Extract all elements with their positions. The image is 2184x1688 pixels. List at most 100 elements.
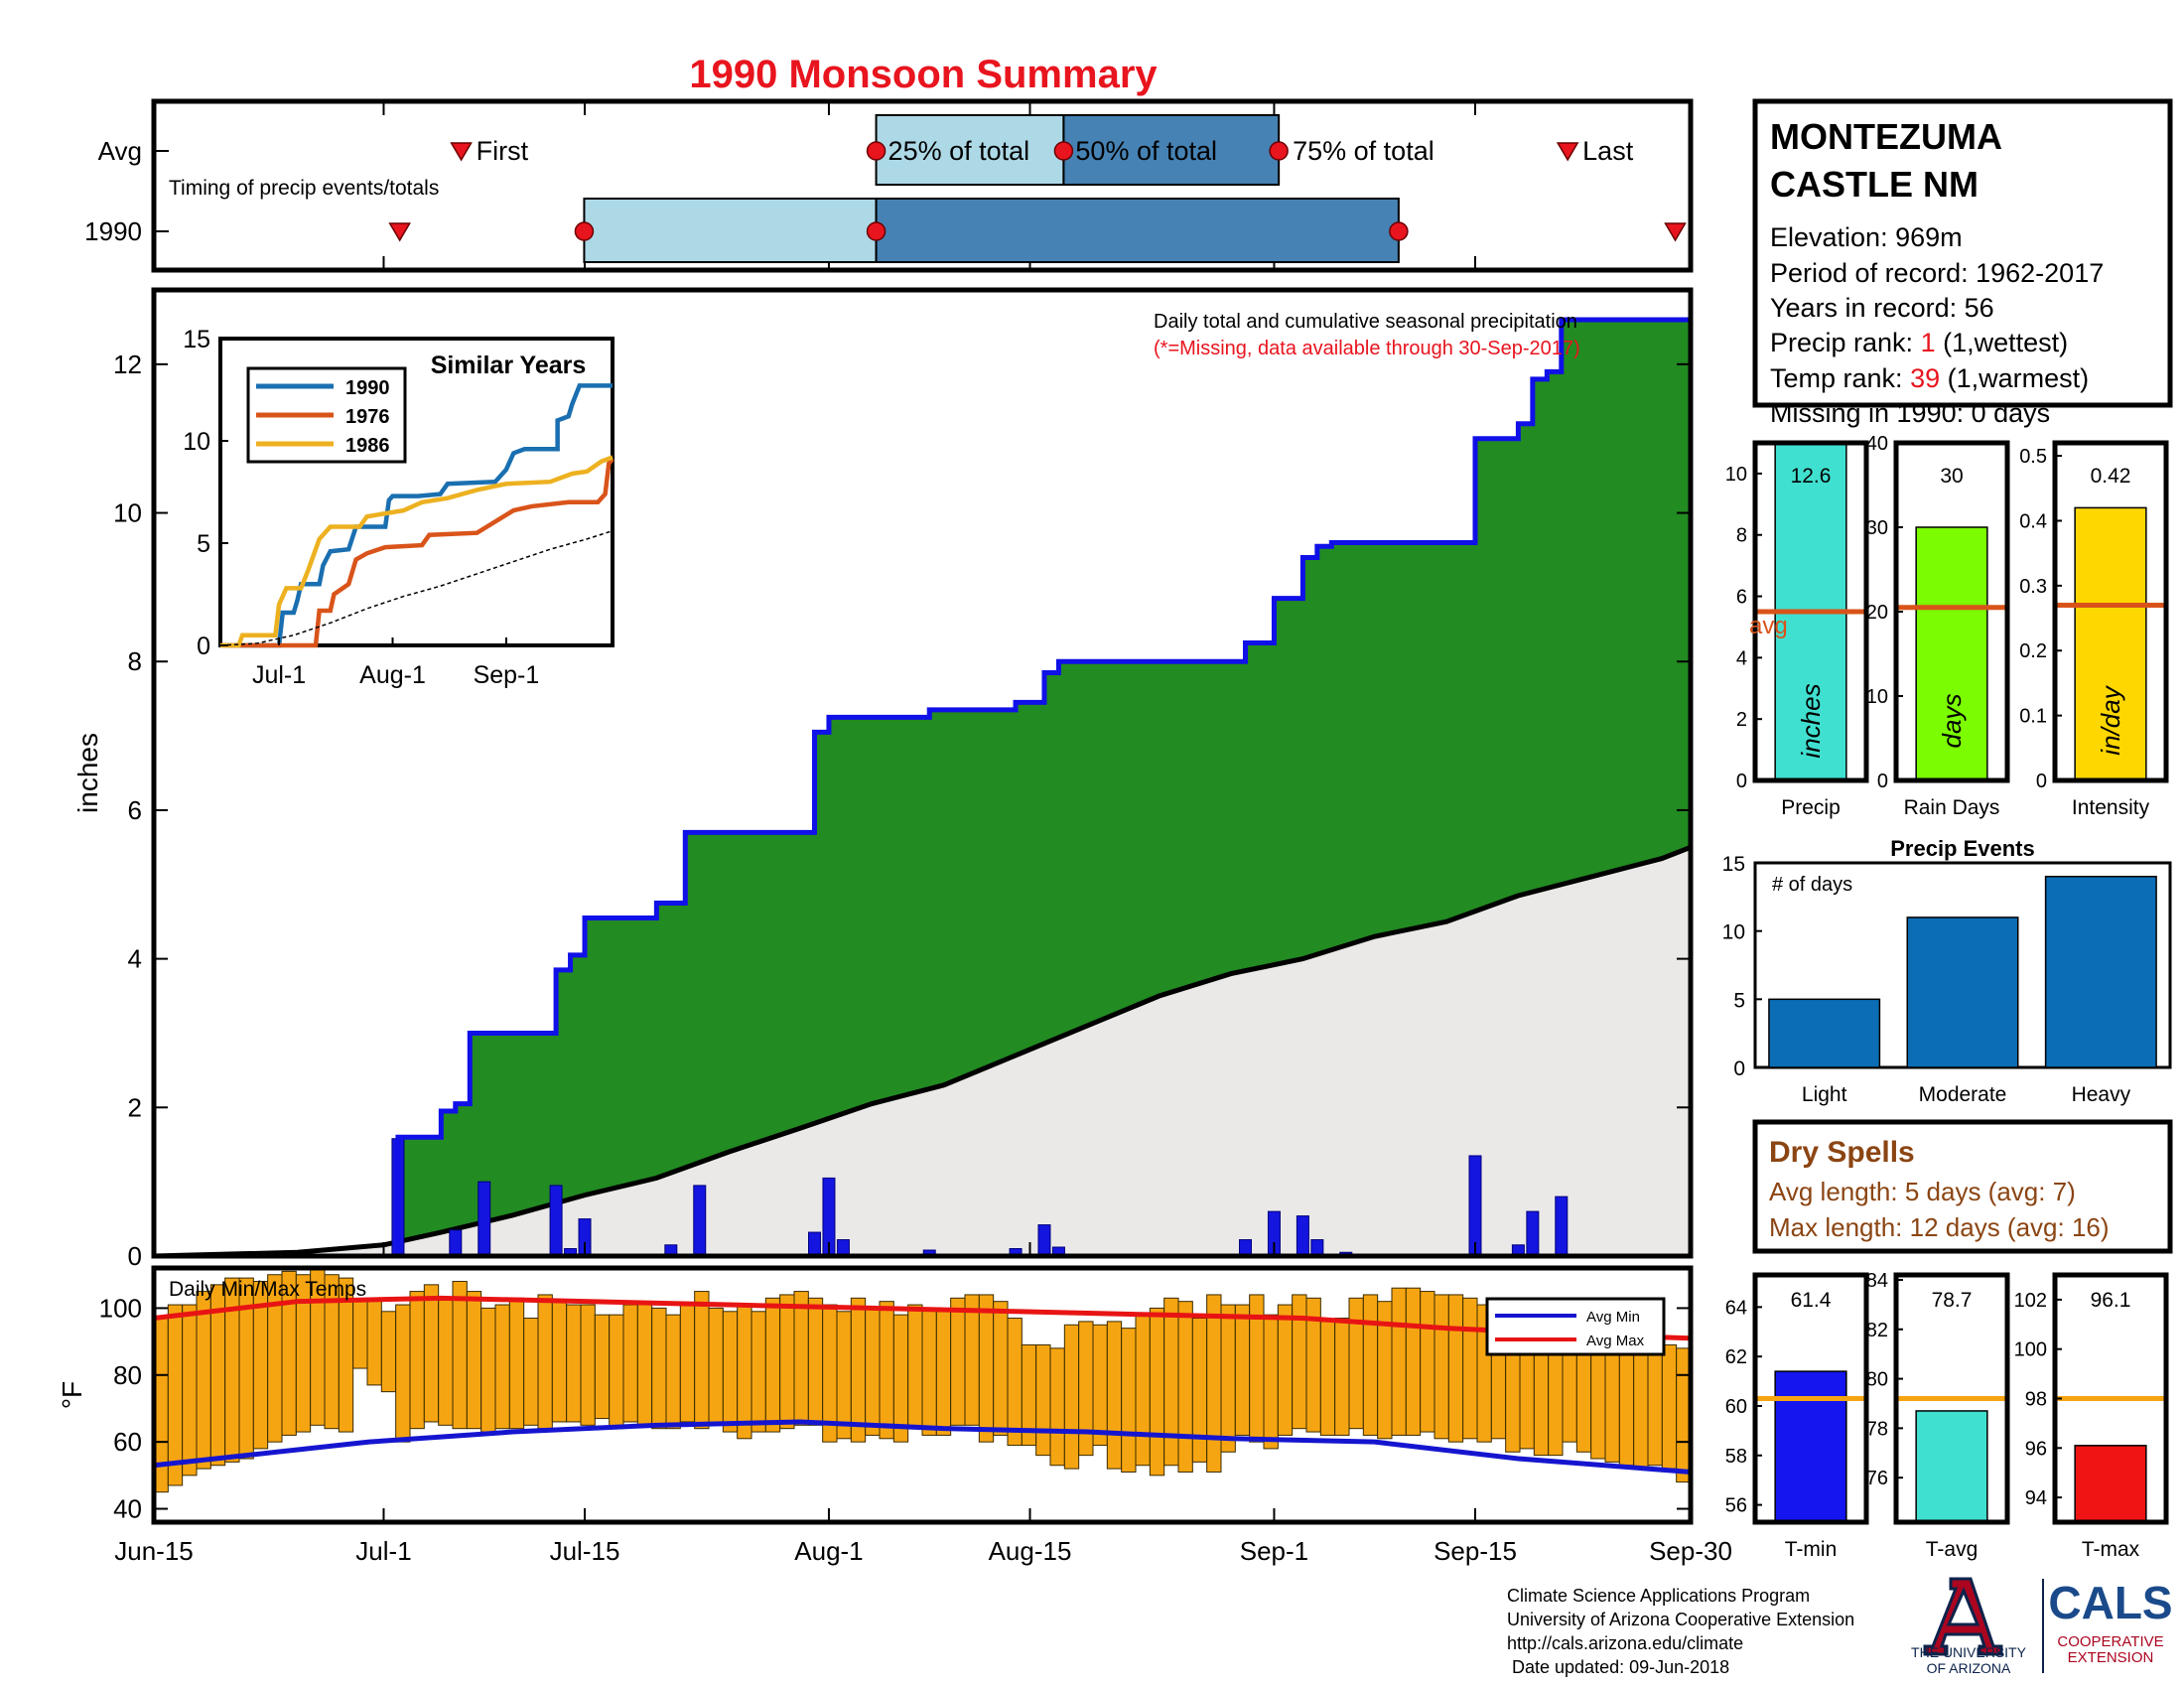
events-category-label: Moderate bbox=[1919, 1083, 2007, 1106]
summary-category-label: Precip bbox=[1781, 796, 1841, 819]
daily-temp-bar bbox=[1106, 1321, 1123, 1470]
daily-temp-bar bbox=[167, 1304, 184, 1486]
summary-y-tick-label: 30 bbox=[1866, 517, 1888, 539]
daily-temp-bar bbox=[508, 1297, 525, 1430]
summary-value-label: 0.42 bbox=[2091, 465, 2131, 488]
footer-credits: Climate Science Applications Program Uni… bbox=[1507, 1586, 1854, 1677]
summary-category-label: Rain Days bbox=[1904, 796, 2000, 819]
inset-x-tick-label: Aug-1 bbox=[359, 661, 426, 689]
timing-box-25-50 bbox=[875, 114, 1065, 186]
daily-temp-bar bbox=[1647, 1340, 1663, 1467]
daily-temp-bar bbox=[1548, 1340, 1564, 1457]
summary-panel-frame bbox=[1752, 440, 1869, 783]
daily-temp-bar bbox=[993, 1301, 1009, 1436]
dry-spells-title: Dry Spells bbox=[1769, 1136, 1915, 1169]
inset-legend-label: 1986 bbox=[345, 435, 390, 457]
timing-marker-last bbox=[1556, 142, 1579, 162]
summary-y-tick-label: 6 bbox=[1736, 587, 1747, 609]
ua-logo-line2: OF ARIZONA bbox=[1927, 1660, 2011, 1676]
precip-y-tick-label: 2 bbox=[128, 1092, 142, 1122]
cumulative-average-line bbox=[153, 845, 1692, 1259]
summary-y-tick-label: 62 bbox=[1725, 1346, 1747, 1368]
daily-temp-bar bbox=[423, 1284, 440, 1423]
dry-spells-max: Max length: 12 days (avg: 16) bbox=[1769, 1212, 2110, 1242]
dry-spells-avg: Avg length: 5 days (avg: 7) bbox=[1769, 1177, 2076, 1206]
daily-temp-bar bbox=[879, 1301, 894, 1440]
summary-y-tick-label: 60 bbox=[1725, 1396, 1747, 1418]
inset-legend-label: 1976 bbox=[345, 406, 390, 428]
summary-value-label: 78.7 bbox=[1932, 1289, 1973, 1312]
daily-precip-bar bbox=[449, 1229, 463, 1257]
footer-line-4: Date updated: 09-Jun-2018 bbox=[1507, 1657, 1729, 1677]
dry-spells-box: Dry Spells Avg length: 5 days (avg: 7) M… bbox=[1752, 1119, 2173, 1254]
summary-y-tick-label: 10 bbox=[1866, 686, 1888, 708]
timing-box-25-50 bbox=[583, 198, 878, 263]
summary-y-tick-label: 0 bbox=[2036, 771, 2047, 792]
events-category-label: Heavy bbox=[2072, 1083, 2131, 1106]
summary-y-tick-label: 64 bbox=[1725, 1297, 1747, 1319]
summary-y-tick-label: 2 bbox=[1736, 709, 1747, 731]
timing-marker-q50 bbox=[1053, 141, 1074, 161]
station-missing: Missing in 1990: 0 days bbox=[1770, 398, 2050, 428]
summary-panel-frame bbox=[1752, 1272, 1869, 1525]
daily-temp-bar bbox=[1391, 1287, 1407, 1436]
daily-temp-bar bbox=[537, 1294, 553, 1430]
timing-marker-q75 bbox=[1269, 141, 1289, 161]
daily-temp-bar bbox=[409, 1291, 425, 1430]
daily-temp-bar bbox=[1163, 1297, 1179, 1467]
daily-temp-bar bbox=[1078, 1321, 1094, 1457]
summary-unit-label: inches bbox=[1796, 683, 1826, 758]
summary-y-tick-label: 20 bbox=[1866, 602, 1888, 624]
summary-y-tick-label: 58 bbox=[1725, 1446, 1747, 1468]
temp-chart-title: Daily Min/Max Temps bbox=[169, 1278, 366, 1301]
daily-precip-bar bbox=[1526, 1210, 1540, 1257]
daily-temp-bar bbox=[907, 1304, 923, 1430]
precip-y-tick-label: 0 bbox=[128, 1241, 142, 1271]
station-elevation: Elevation: 969m bbox=[1770, 222, 1963, 252]
daily-temp-bar bbox=[1191, 1318, 1208, 1463]
daily-temp-bar bbox=[395, 1304, 411, 1443]
daily-temp-bar bbox=[609, 1314, 624, 1430]
daily-temp-bar bbox=[1562, 1347, 1577, 1443]
summary-panel-frame bbox=[2052, 440, 2169, 783]
inset-title: Similar Years bbox=[431, 352, 587, 379]
daily-temp-bar bbox=[1234, 1304, 1251, 1436]
daily-precip-bar bbox=[549, 1185, 563, 1257]
daily-temp-bar bbox=[651, 1307, 667, 1430]
summary-y-tick-label: 10 bbox=[1725, 464, 1747, 486]
summary-y-tick-label: 0 bbox=[1736, 771, 1747, 792]
summary-y-tick-label: 0.3 bbox=[2019, 576, 2047, 598]
events-bar-light bbox=[1768, 998, 1881, 1068]
daily-temp-bar bbox=[438, 1297, 454, 1426]
daily-temp-bar bbox=[793, 1291, 809, 1426]
summary-y-tick-label: 98 bbox=[2025, 1389, 2047, 1411]
daily-temp-bar bbox=[182, 1304, 198, 1477]
daily-temp-bar bbox=[352, 1301, 368, 1369]
daily-temp-bar bbox=[1149, 1307, 1165, 1477]
inset-series-line bbox=[220, 458, 614, 648]
summary-category-label: T-max bbox=[2082, 1538, 2140, 1561]
daily-temp-bar bbox=[452, 1280, 468, 1430]
events-bar-heavy bbox=[2044, 875, 2157, 1068]
precip-y-axis-label: inches bbox=[72, 733, 103, 813]
season-summary-bars: 0 2 4 6 8 10 12.6 Precip inches avg 0 10 20 30 40 30 Rai… bbox=[1725, 433, 2169, 819]
summary-y-tick-label: 0 bbox=[1877, 771, 1888, 792]
summary-y-tick-label: 0.5 bbox=[2019, 446, 2047, 468]
timing-panel: Avg 1990 Timing of precip events/totals Fir… bbox=[84, 98, 1694, 273]
events-bar-moderate bbox=[1906, 916, 2019, 1068]
inset-y-tick-label: 10 bbox=[183, 428, 210, 456]
daily-precip-bar bbox=[807, 1231, 821, 1257]
daily-temp-bar bbox=[1362, 1294, 1379, 1436]
cals-logo-text: CALS bbox=[2048, 1577, 2172, 1628]
summary-y-tick-label: 84 bbox=[1866, 1270, 1888, 1292]
precip-y-tick-label: 8 bbox=[128, 646, 142, 676]
daily-temp-bar bbox=[836, 1311, 852, 1440]
summary-category-label: T-avg bbox=[1926, 1538, 1979, 1561]
daily-temp-bar bbox=[779, 1294, 795, 1430]
temp-y-tick-label: 40 bbox=[113, 1494, 142, 1524]
precip-events-chart: Light Moderate Heavy 0 5 10 15 Precip Events # o… bbox=[1722, 836, 2172, 1106]
daily-temp-bar bbox=[1420, 1291, 1435, 1433]
summary-bar-rain-days bbox=[1915, 526, 1988, 781]
summary-bar-t-avg bbox=[1915, 1410, 1988, 1523]
events-y-tick-label: 15 bbox=[1722, 853, 1745, 876]
